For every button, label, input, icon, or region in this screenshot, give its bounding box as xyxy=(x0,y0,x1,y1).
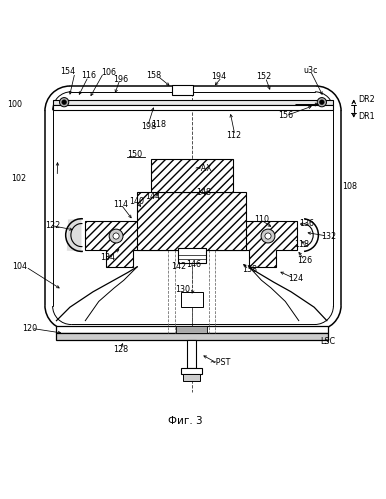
Text: 122: 122 xyxy=(45,221,60,230)
Text: 108: 108 xyxy=(342,182,357,191)
Text: 104: 104 xyxy=(12,262,27,271)
Polygon shape xyxy=(67,219,81,251)
Text: 100: 100 xyxy=(8,100,23,109)
Text: u3c: u3c xyxy=(304,66,318,75)
Text: ~PST: ~PST xyxy=(209,358,230,367)
Polygon shape xyxy=(192,221,297,267)
Text: 154: 154 xyxy=(60,67,75,76)
Text: DR2: DR2 xyxy=(358,95,375,104)
Bar xyxy=(183,374,200,381)
Text: 126: 126 xyxy=(298,256,313,265)
Text: 128: 128 xyxy=(113,345,128,354)
Text: 118: 118 xyxy=(151,120,166,129)
Text: 144: 144 xyxy=(145,192,160,201)
Polygon shape xyxy=(85,221,192,267)
Bar xyxy=(52,104,334,109)
Bar xyxy=(151,159,234,192)
Bar xyxy=(52,99,334,104)
Bar xyxy=(172,85,193,94)
Bar xyxy=(56,333,328,340)
Text: 138: 138 xyxy=(242,265,257,274)
Bar xyxy=(181,292,203,307)
Bar xyxy=(56,326,328,333)
Circle shape xyxy=(59,98,69,107)
Text: 106: 106 xyxy=(101,68,116,77)
Text: 110: 110 xyxy=(254,215,269,224)
Text: 116: 116 xyxy=(81,71,96,80)
Text: 156: 156 xyxy=(278,111,293,120)
Text: 132: 132 xyxy=(321,232,336,241)
Text: 148: 148 xyxy=(196,188,211,197)
Text: 114: 114 xyxy=(113,200,129,209)
Text: 124: 124 xyxy=(288,274,303,283)
Circle shape xyxy=(109,229,123,243)
Text: 198: 198 xyxy=(141,122,156,131)
Circle shape xyxy=(62,100,66,104)
Circle shape xyxy=(317,98,327,107)
Text: ~AX: ~AX xyxy=(194,164,212,173)
Circle shape xyxy=(113,233,119,239)
Text: 146: 146 xyxy=(186,259,201,268)
Text: 150: 150 xyxy=(128,150,143,159)
Bar xyxy=(137,192,246,250)
Text: 112: 112 xyxy=(226,131,241,140)
Text: 152: 152 xyxy=(256,72,272,81)
Text: DR1: DR1 xyxy=(358,112,375,121)
Bar xyxy=(181,368,202,374)
Circle shape xyxy=(320,100,324,104)
Text: 120: 120 xyxy=(22,324,37,333)
Text: LSC: LSC xyxy=(321,336,336,345)
Bar xyxy=(178,248,206,263)
Text: 134: 134 xyxy=(100,253,115,262)
Text: Фиг. 3: Фиг. 3 xyxy=(168,416,203,426)
Circle shape xyxy=(261,229,275,243)
Text: 142: 142 xyxy=(171,262,186,271)
Text: 130: 130 xyxy=(175,285,190,294)
Text: 196: 196 xyxy=(113,75,128,84)
Text: 194: 194 xyxy=(212,72,227,81)
Bar xyxy=(187,340,196,368)
Text: 102: 102 xyxy=(12,174,27,183)
Circle shape xyxy=(265,233,271,239)
Text: 158: 158 xyxy=(146,71,161,80)
Text: 118: 118 xyxy=(294,240,309,249)
Text: 140: 140 xyxy=(130,197,144,206)
Text: 136: 136 xyxy=(299,219,314,228)
Bar xyxy=(176,326,207,333)
